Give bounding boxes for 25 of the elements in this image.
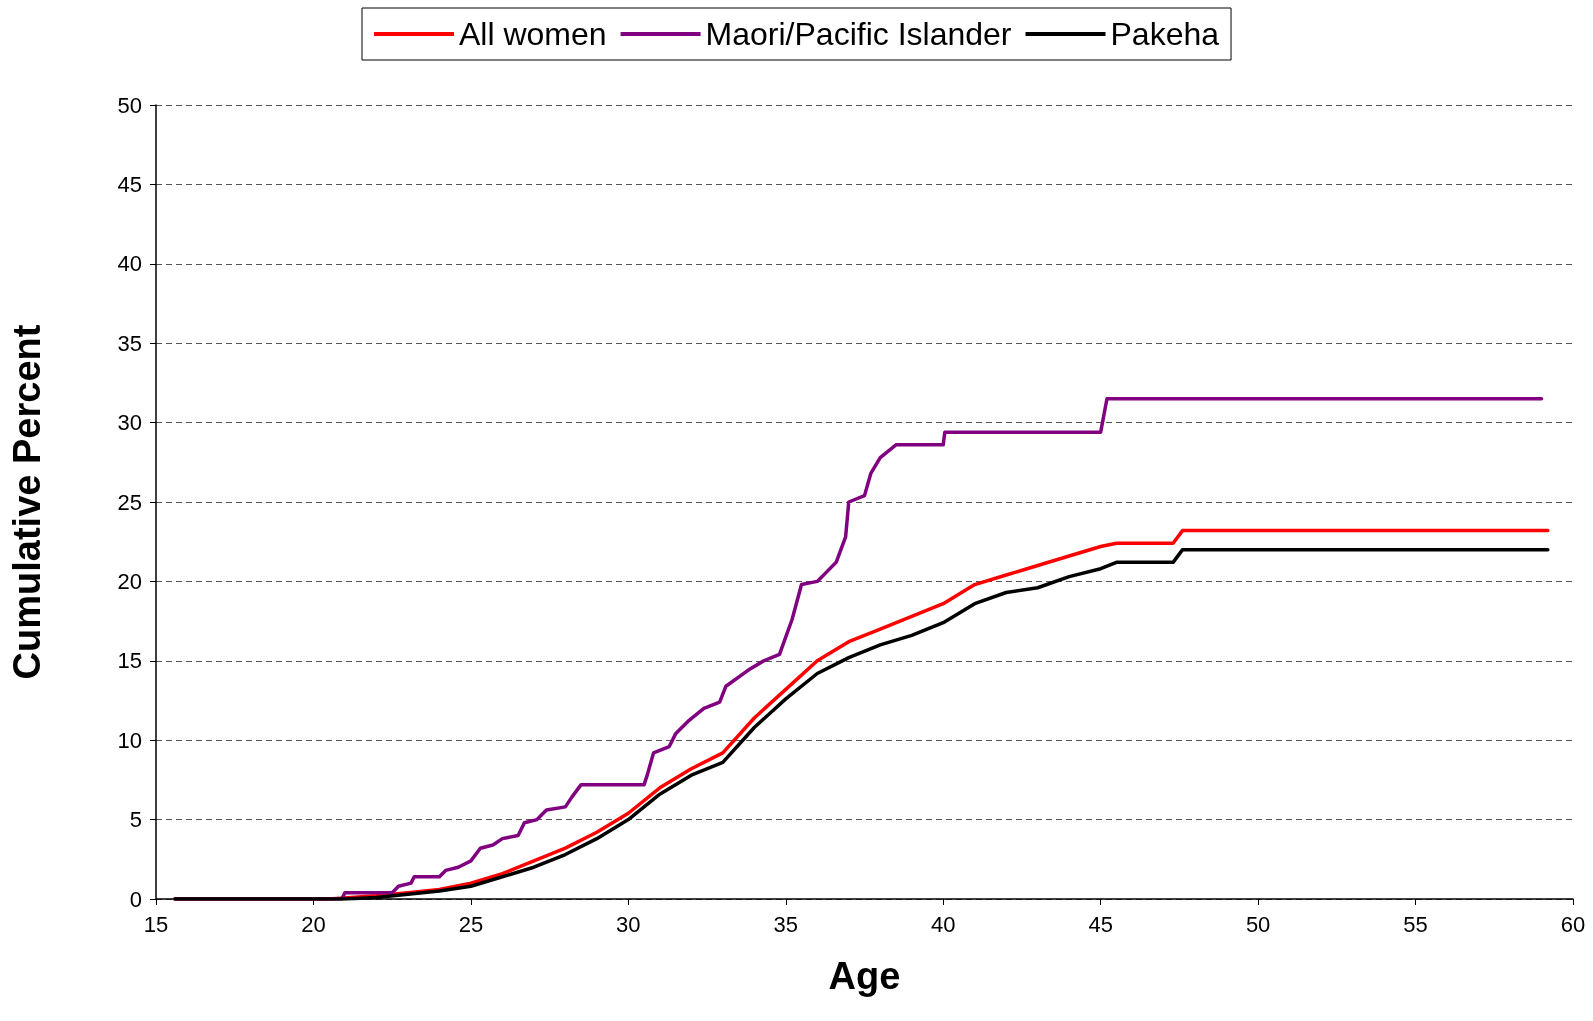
y-tick-label: 0 (129, 886, 142, 912)
y-tick-label: 50 (117, 92, 142, 118)
y-tick-label: 15 (117, 648, 142, 674)
x-axis-title: Age (828, 955, 901, 997)
y-tick-label: 20 (117, 568, 142, 594)
x-tick-label: 40 (930, 911, 956, 937)
legend-label: Maori/Pacific Islander (705, 16, 1012, 52)
x-tick-label: 35 (773, 911, 799, 937)
x-tick-label: 25 (458, 911, 484, 937)
legend-label: Pakeha (1110, 16, 1220, 52)
y-tick-label: 10 (117, 727, 142, 753)
y-tick-label: 40 (117, 251, 142, 277)
y-axis-title: Cumulative Percent (6, 324, 48, 680)
y-tick-label: 25 (117, 489, 142, 515)
x-tick-label: 45 (1088, 911, 1113, 937)
x-tick-label: 60 (1560, 911, 1586, 937)
y-tick-label: 35 (117, 330, 142, 356)
x-tick-label: 55 (1403, 911, 1428, 937)
y-tick-label: 30 (117, 410, 142, 436)
x-tick-label: 50 (1245, 911, 1271, 937)
legend-label: All women (458, 16, 607, 52)
y-tick-label: 45 (117, 171, 142, 197)
x-tick-label: 20 (301, 911, 326, 937)
y-tick-label: 5 (129, 807, 142, 833)
x-tick-label: 30 (616, 911, 641, 937)
